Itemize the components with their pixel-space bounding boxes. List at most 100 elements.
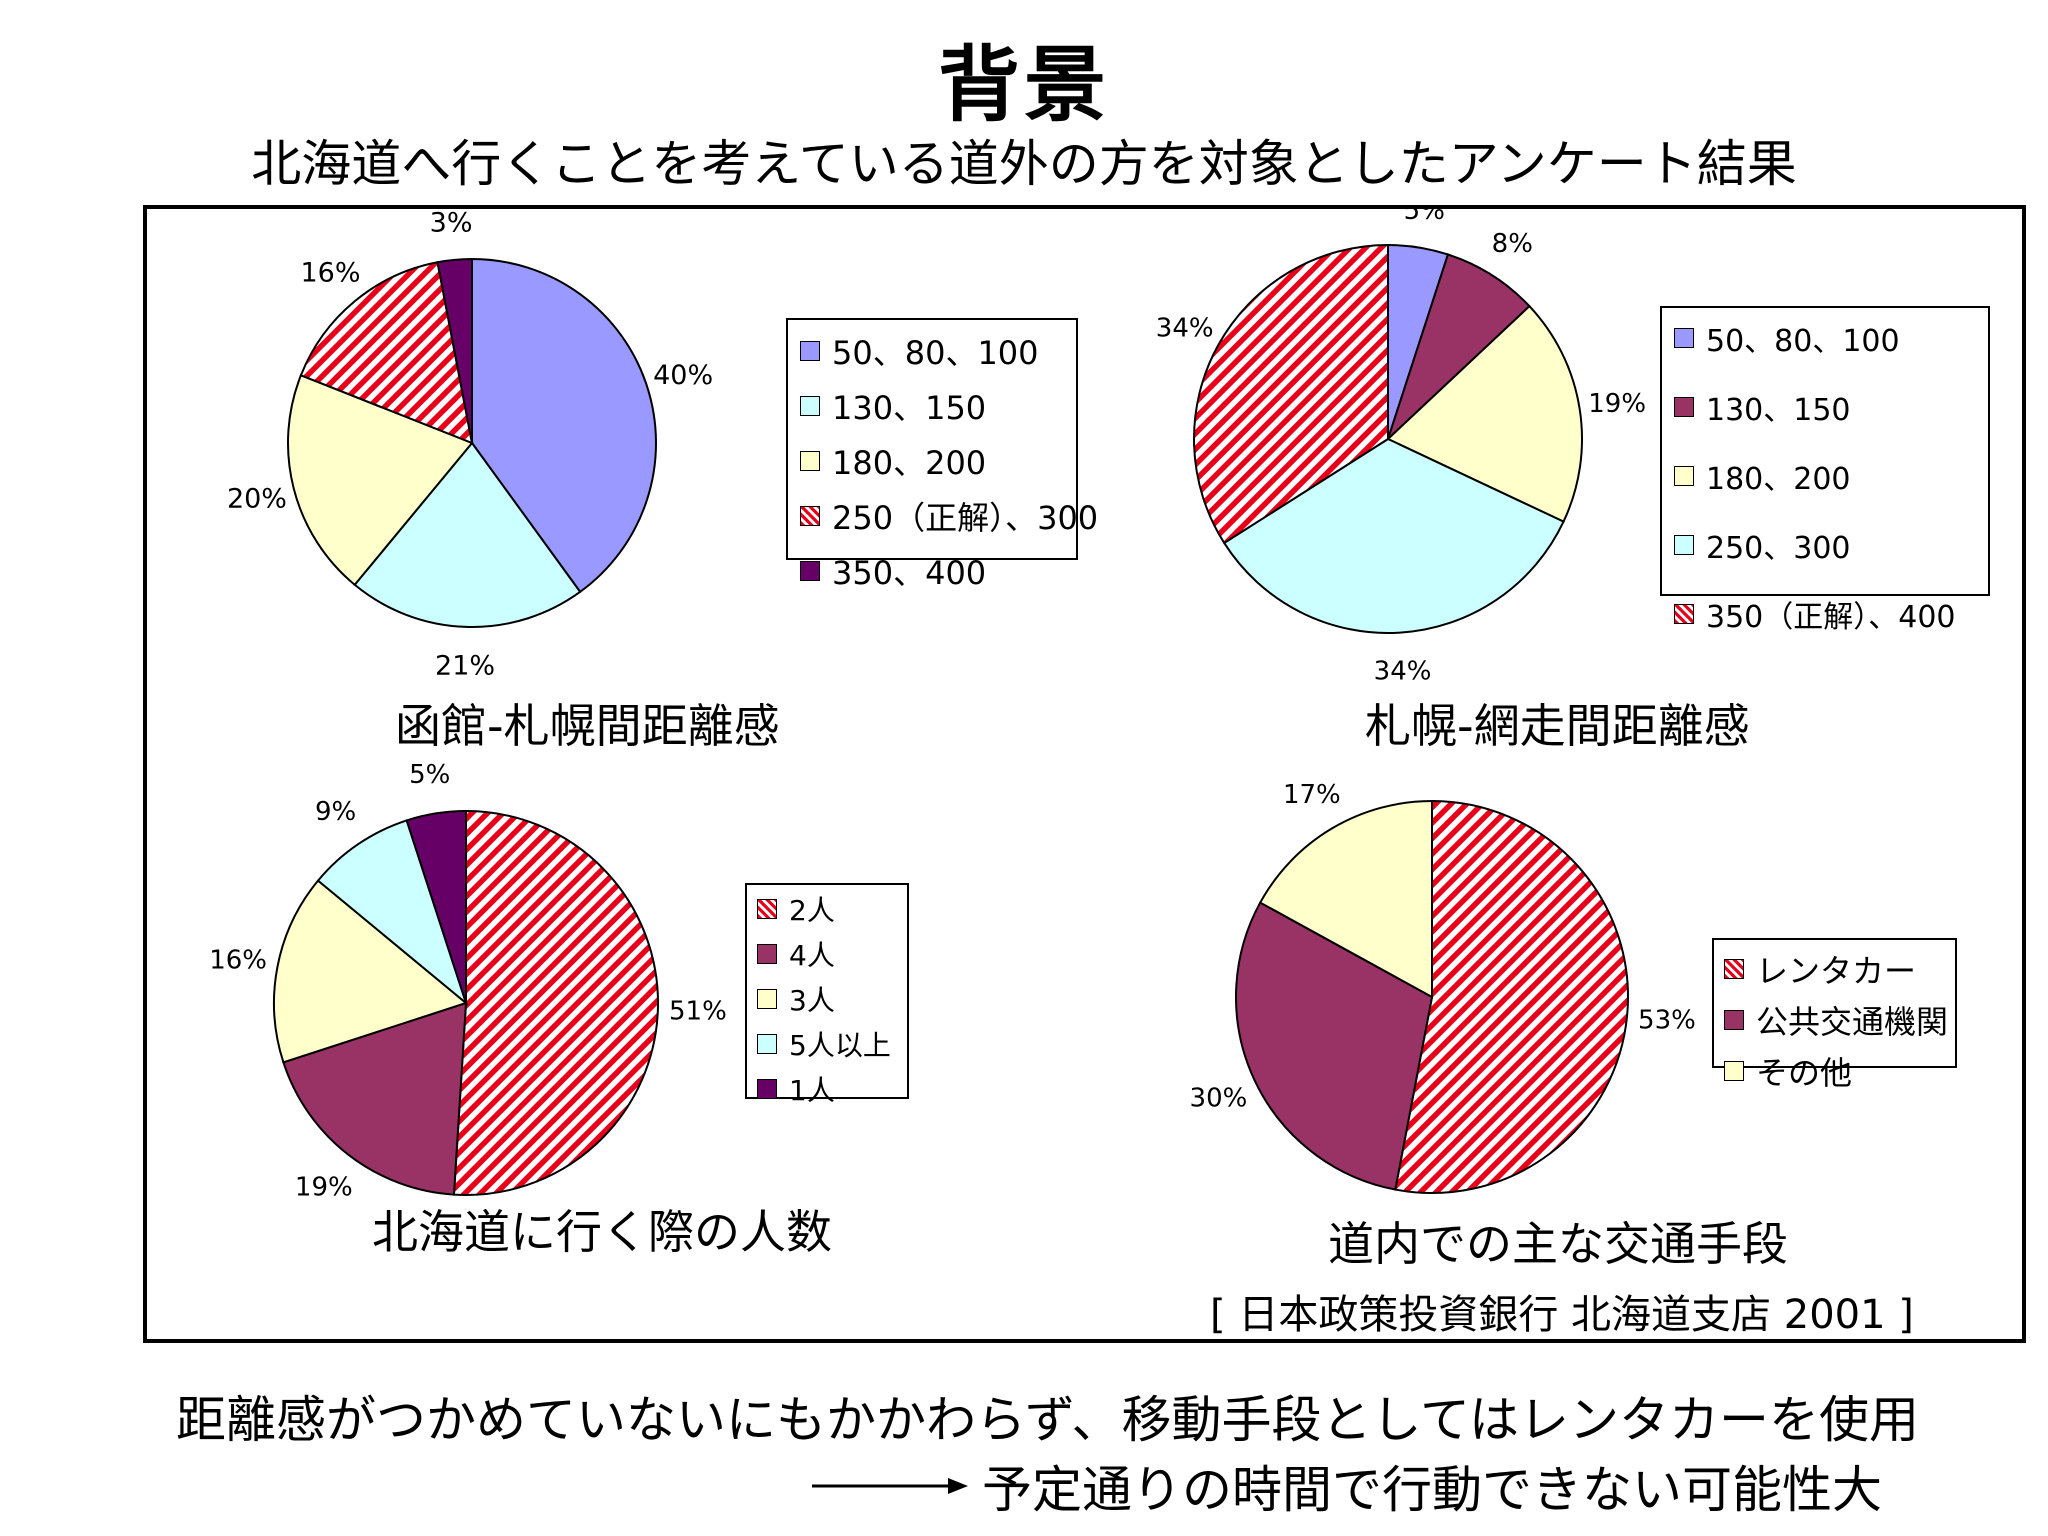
chart-title-sapporo-abashiri: 札幌-網走間距離感 [1365, 699, 1750, 753]
legend-swatch [757, 899, 777, 919]
legend-label: 250（正解）、300 [832, 499, 1099, 537]
legend-item: レンタカー [1724, 946, 1945, 992]
legend-label: 公共交通機関 [1756, 1003, 1949, 1041]
legend-item: 1人 [757, 1069, 897, 1109]
pie-slice [316, 819, 469, 1006]
pie-data-label: 34% [1156, 313, 1214, 343]
legend-item: 180、200 [1674, 454, 1976, 498]
conclusion-line-2: 予定通りの時間で行動できない可能性大 [982, 1461, 1882, 1519]
legend-party-size: 2人 4人 3人 5人以上 1人 [745, 883, 909, 1107]
legend-swatch [1724, 1010, 1744, 1030]
pie-data-label: 19% [1588, 389, 1646, 419]
pie-slice [299, 261, 474, 445]
pie-data-label: 3% [430, 210, 473, 238]
pie-slice [471, 257, 657, 594]
legend-item: 250、300 [1674, 523, 1976, 567]
pie-slice [1222, 437, 1565, 634]
legend-swatch [757, 944, 777, 964]
legend-swatch [1674, 397, 1694, 417]
pie-chart-party-size: 51% 19% 16% 9% 5% [210, 760, 727, 1202]
legend-label: 250、300 [1706, 531, 1851, 566]
legend-swatch [800, 341, 820, 361]
pie-data-label: 16% [300, 257, 360, 288]
legend-label: 4人 [789, 939, 835, 972]
pie-slice [1394, 799, 1629, 1194]
legend-label: 2人 [789, 894, 835, 927]
pie-data-label: 34% [1374, 657, 1432, 685]
pie-data-label: 17% [1283, 780, 1341, 810]
pie-chart-sapporo-abashiri: 5% 8% 19% 34% 34% [1156, 205, 1646, 685]
pie-chart-transport: 53% 30% 17% [1190, 780, 1696, 1194]
legend-label: レンタカー [1756, 952, 1917, 990]
pie-data-label: 51% [669, 996, 727, 1026]
legend-swatch [757, 989, 777, 1009]
legend-item: 350、400 [800, 548, 1064, 594]
legend-item: 350（正解）、400 [1674, 592, 1976, 636]
legend-label: 50、80、100 [1706, 324, 1900, 359]
legend-transport: レンタカー公共交通機関 その他 [1712, 938, 1957, 1092]
pie-data-label: 30% [1190, 1084, 1248, 1114]
legend-label: 3人 [789, 984, 835, 1017]
legend-item: 2人 [757, 889, 897, 929]
legend-label: 50、80、100 [832, 334, 1039, 372]
source-citation: [ 日本政策投資銀行 北海道支店 2001 ] [1210, 1292, 1914, 1338]
legend-swatch [800, 451, 820, 471]
legend-swatch [757, 1079, 777, 1099]
legend-item: 4人 [757, 934, 897, 974]
page-subtitle: 北海道へ行くことを考えている道外の方を対象としたアンケート結果 [251, 135, 1797, 193]
conclusion-line-1: 距離感がつかめていないにもかかわらず、移動手段としてはレンタカーを使用 [176, 1391, 1919, 1449]
chart-title-transport: 道内での主な交通手段 [1328, 1217, 1788, 1271]
legend-swatch [757, 1034, 777, 1054]
pie-data-label: 5% [1404, 205, 1445, 226]
legend-item: 130、150 [1674, 385, 1976, 429]
legend-swatch [1674, 466, 1694, 486]
legend-swatch [1674, 604, 1694, 624]
legend-label: 350（正解）、400 [1706, 600, 1956, 635]
legend-label: 180、200 [1706, 462, 1851, 497]
pie-slice [1235, 901, 1434, 1191]
pie-slice [287, 373, 474, 587]
legend-item: 公共交通機関 [1724, 997, 1949, 1043]
pie-slice [1258, 799, 1433, 999]
legend-label: 5人以上 [789, 1029, 891, 1062]
legend-label: 350、400 [832, 554, 987, 592]
pie-data-label: 9% [315, 797, 356, 827]
pie-data-label: 21% [435, 650, 495, 680]
pie-slice [436, 257, 473, 444]
pie-slice [452, 809, 659, 1196]
chart-title-party-size: 北海道に行く際の人数 [372, 1205, 832, 1259]
legend-item: 130、150 [800, 383, 1064, 429]
legend-item: 180、200 [800, 438, 1064, 484]
pie-slice [273, 879, 469, 1064]
legend-swatch [1724, 1061, 1744, 1081]
legend-item: その他 [1724, 1048, 1945, 1094]
pie-data-label: 16% [210, 946, 267, 976]
legend-item: 50、80、100 [800, 328, 1064, 374]
legend-swatch [800, 561, 820, 581]
legend-swatch [1674, 328, 1694, 348]
pie-slice [1387, 253, 1531, 440]
arrow-right-icon [812, 1478, 968, 1494]
legend-label: 130、150 [832, 389, 987, 427]
pie-chart-hakodate-sapporo: 40% 21% 20% 16% 3% [227, 210, 713, 680]
pie-data-label: 8% [1492, 229, 1533, 259]
legend-swatch [800, 506, 820, 526]
pie-data-label: 19% [295, 1172, 353, 1202]
legend-swatch [1724, 959, 1744, 979]
legend-label: その他 [1756, 1054, 1853, 1092]
page-title: 背景 [937, 38, 1110, 133]
pie-data-label: 40% [653, 360, 713, 391]
legend-label: 180、200 [832, 444, 987, 482]
pie-slice [405, 809, 467, 1004]
pie-data-label: 5% [409, 760, 450, 790]
legend-swatch [800, 396, 820, 416]
legend-swatch [1674, 535, 1694, 555]
pie-slice [282, 1001, 468, 1196]
legend-sapporo-abashiri: 50、80、100 130、150 180、200 250、300 350（正解）、40… [1660, 306, 1990, 635]
pie-slice [1386, 304, 1583, 523]
pie-slice [353, 441, 582, 628]
legend-item: 50、80、100 [1674, 316, 1976, 360]
legend-label: 130、150 [1706, 393, 1851, 428]
legend-hakodate-sapporo: 50、80、100 130、150 180、200 250（正解）、300 350、40… [786, 318, 1098, 592]
chart-title-hakodate-sapporo: 函館-札幌間距離感 [395, 699, 780, 753]
